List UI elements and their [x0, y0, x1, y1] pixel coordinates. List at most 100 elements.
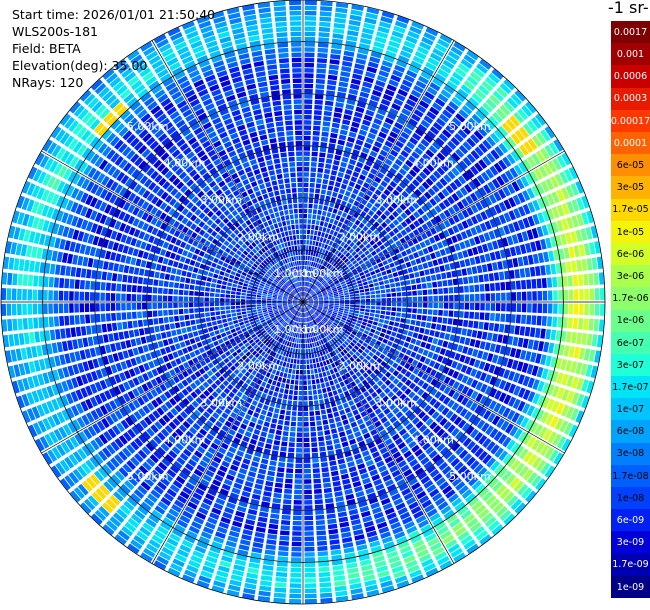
range-gate-cell	[382, 324, 388, 329]
range-gate-cell	[519, 268, 526, 278]
range-gate-cell	[294, 479, 302, 484]
range-gate-cell	[356, 280, 362, 284]
range-gate-cell	[325, 440, 333, 446]
range-gate-cell	[361, 379, 368, 386]
range-gate-cell	[355, 371, 362, 378]
range-gate-cell	[484, 516, 497, 528]
range-gate-cell	[430, 388, 438, 396]
range-gate-cell	[327, 185, 334, 191]
range-gate-cell	[546, 193, 555, 206]
range-gate-cell	[355, 351, 361, 357]
range-gate-cell	[304, 73, 314, 78]
range-gate-cell	[369, 127, 379, 135]
range-gate-cell	[438, 302, 444, 309]
range-gate-cell	[511, 181, 521, 192]
range-gate-cell	[304, 99, 313, 104]
range-gate-cell	[354, 336, 360, 342]
range-gate-cell	[395, 140, 404, 149]
range-gate-cell	[348, 466, 357, 473]
range-gate-cell	[311, 272, 314, 278]
range-gate-cell	[369, 358, 376, 365]
range-gate-cell	[313, 488, 322, 494]
range-gate-cell	[304, 78, 314, 84]
range-gate-cell	[304, 286, 307, 292]
range-gate-cell	[456, 373, 464, 382]
range-gate-cell	[289, 598, 302, 604]
range-gate-cell	[408, 254, 415, 261]
range-gate-cell	[321, 467, 329, 473]
range-gate-cell	[458, 434, 468, 444]
range-gate-cell	[313, 125, 321, 131]
range-gate-cell	[305, 250, 309, 255]
range-gate-cell	[429, 82, 441, 92]
range-gate-cell	[337, 388, 343, 394]
range-gate-cell	[395, 207, 403, 215]
range-gate-cell	[304, 5, 317, 11]
range-gate-cell	[401, 347, 407, 354]
range-gate-cell	[441, 272, 447, 280]
range-gate-cell	[386, 84, 397, 92]
range-gate-cell	[390, 447, 399, 455]
range-gate-cell	[300, 359, 303, 365]
range-gate-cell	[310, 283, 314, 289]
range-gate-cell	[346, 281, 352, 285]
range-gate-cell	[411, 113, 421, 122]
range-gate-cell	[348, 416, 356, 423]
range-gate-cell	[380, 237, 387, 244]
range-gate-cell	[296, 442, 303, 448]
range-gate-cell	[417, 302, 423, 308]
range-gate-cell	[383, 55, 395, 63]
range-gate-cell	[297, 427, 303, 432]
range-gate-cell	[514, 348, 522, 359]
range-gate-cell	[303, 292, 305, 297]
range-gate-cell	[258, 386, 265, 392]
range-gate-cell	[268, 406, 274, 413]
range-gate-cell	[493, 191, 502, 202]
range-gate-cell	[502, 260, 509, 269]
range-gate-cell	[443, 450, 453, 460]
range-gate-cell	[306, 294, 311, 299]
range-gate-cell	[496, 355, 504, 366]
range-gate-cell	[394, 398, 402, 406]
range-gate-cell	[452, 343, 459, 351]
range-gate-cell	[315, 318, 320, 323]
range-gate-cell	[294, 353, 298, 359]
range-gate-cell	[172, 351, 179, 359]
range-gate-cell	[323, 294, 328, 297]
range-gate-cell	[435, 477, 446, 487]
range-gate-cell	[390, 283, 396, 288]
range-gate-cell	[387, 391, 395, 398]
range-gate-cell	[278, 393, 283, 399]
range-gate-cell	[400, 150, 409, 158]
range-gate-cell	[294, 338, 298, 343]
range-gate-cell	[376, 172, 385, 179]
range-gate-cell	[255, 424, 262, 431]
range-gate-cell	[326, 190, 332, 196]
range-gate-cell	[507, 335, 514, 346]
range-gate-cell	[542, 290, 548, 301]
range-gate-cell	[454, 335, 461, 343]
range-gate-cell	[340, 473, 349, 480]
range-gate-cell	[429, 174, 438, 183]
range-gate-cell	[364, 312, 370, 316]
range-gate-cell	[355, 302, 360, 305]
range-gate-cell	[339, 295, 345, 298]
range-gate-cell	[279, 360, 284, 366]
range-gate-cell	[540, 462, 551, 475]
range-gate-cell	[323, 116, 332, 122]
range-gate-cell	[447, 424, 456, 434]
range-gate-cell	[229, 325, 235, 330]
range-gate-cell	[326, 153, 334, 159]
range-gate-cell	[400, 212, 408, 220]
range-gate-cell	[381, 293, 386, 298]
range-gate-cell	[353, 385, 359, 392]
range-gate-cell	[391, 163, 400, 171]
range-gate-cell	[318, 372, 323, 378]
range-gate-cell	[303, 292, 304, 297]
range-gate-cell	[293, 359, 297, 364]
range-gate-cell	[395, 317, 401, 322]
range-gate-cell	[484, 220, 492, 230]
range-gate-cell	[541, 396, 550, 409]
range-gate-cell	[335, 372, 341, 378]
range-gate-cell	[322, 260, 326, 266]
